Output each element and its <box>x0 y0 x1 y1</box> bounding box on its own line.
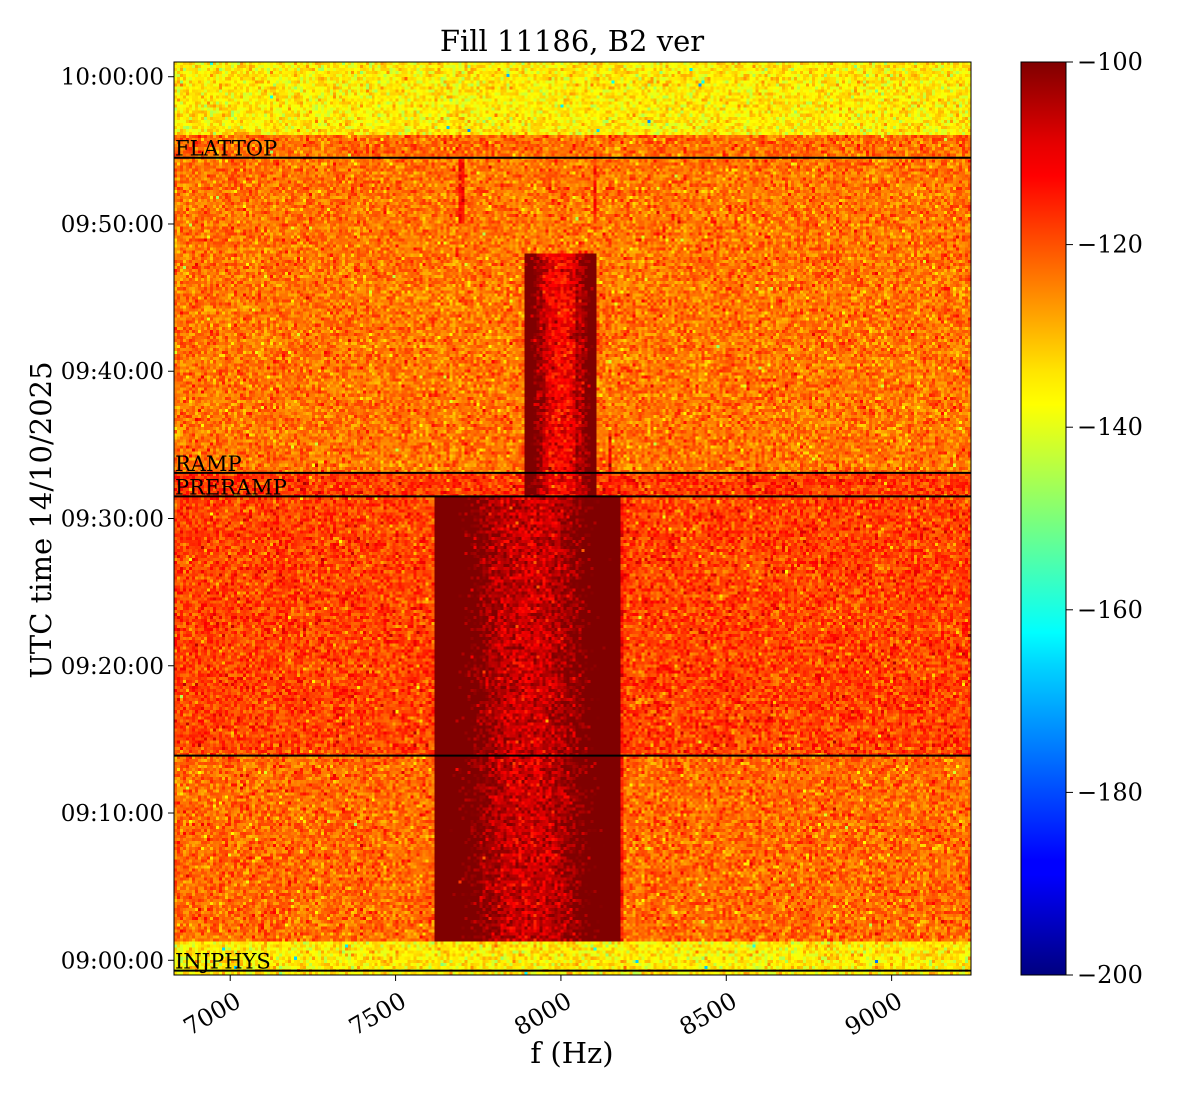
colorbar-tick-label: −180 <box>1077 778 1143 806</box>
y-tick-label: 09:10:00 <box>61 801 164 827</box>
y-axis: 09:00:00 09:10:00 09:20:00 09:30:00 09:40:00… <box>61 65 174 974</box>
event-label-flattop: FLATTOP <box>175 137 277 161</box>
colorbar-tick-label: −120 <box>1077 231 1143 259</box>
x-tick-label: 8000 <box>509 986 576 1041</box>
y-tick-label: 09:00:00 <box>61 948 164 974</box>
x-tick-label: 7500 <box>344 986 411 1041</box>
event-label-injphys: INJPHYS <box>175 950 271 974</box>
x-axis-label: f (Hz) <box>530 1036 613 1070</box>
colorbar: −100 −120 −140 −160 −180 −200 <box>1020 48 1143 989</box>
chart-title: Fill 11186, B2 ver <box>440 24 704 58</box>
heatmap-image <box>174 62 971 975</box>
event-label-preramp: PRERAMP <box>175 475 287 499</box>
x-tick-label: 8500 <box>675 986 742 1041</box>
y-axis-label: UTC time 14/10/2025 <box>24 361 58 678</box>
y-tick-label: 09:50:00 <box>61 212 164 238</box>
y-tick-label: 10:00:00 <box>61 65 164 91</box>
event-label-ramp: RAMP <box>175 452 242 476</box>
colorbar-tick-label: −100 <box>1077 48 1143 76</box>
x-tick-label: 7000 <box>179 986 246 1041</box>
colorbar-tick-label: −140 <box>1077 413 1143 441</box>
colorbar-gradient <box>1020 61 1067 976</box>
y-tick-label: 09:30:00 <box>61 507 164 533</box>
x-axis: 7000 7500 8000 8500 9000 <box>179 975 907 1041</box>
colorbar-ticks: −100 −120 −140 −160 −180 −200 <box>1066 48 1143 989</box>
y-tick-label: 09:40:00 <box>61 359 164 385</box>
x-tick-label: 9000 <box>840 986 907 1041</box>
colorbar-tick-label: −160 <box>1077 596 1143 624</box>
heatmap <box>174 62 971 975</box>
colorbar-tick-label: −200 <box>1077 961 1143 989</box>
y-tick-label: 09:20:00 <box>61 654 164 680</box>
